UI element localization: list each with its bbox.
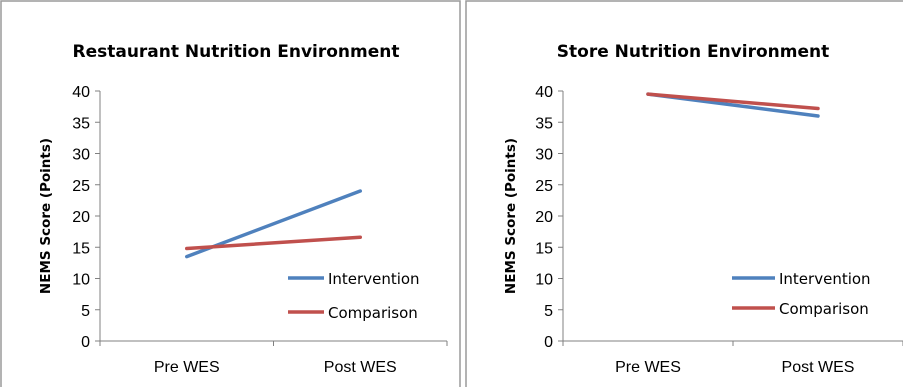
legend-label: Intervention xyxy=(328,270,420,288)
tick-labels: 0 5 10 15 20 25 30 35 40 Pre WES Post WES xyxy=(535,84,854,376)
chart-frame xyxy=(0,0,461,387)
restaurant-chart: Restaurant Nutrition Environment NEMS Sc… xyxy=(0,0,461,387)
series-lines xyxy=(646,92,820,118)
y-tick-label: 40 xyxy=(72,84,90,101)
store-chart: Store Nutrition Environment NEMS Score (… xyxy=(465,0,903,387)
legend-label: Comparison xyxy=(779,300,869,318)
y-tick-label: 10 xyxy=(72,272,90,289)
x-tick-label: Post WES xyxy=(782,359,855,376)
chart-frame xyxy=(465,0,903,387)
tick-labels: 0 5 10 15 20 25 30 35 40 Pre WES Post WES xyxy=(72,84,397,376)
y-tick-label: 5 xyxy=(544,303,553,320)
y-tick-label: 35 xyxy=(535,115,553,132)
y-axis-label: NEMS Score (Points) xyxy=(38,138,54,294)
axes xyxy=(95,90,448,346)
series-line-comparison xyxy=(646,92,820,111)
y-axis-label: NEMS Score (Points) xyxy=(503,138,519,294)
y-tick-label: 15 xyxy=(72,240,90,257)
x-tick-label: Pre WES xyxy=(154,359,220,376)
legend-label: Intervention xyxy=(779,270,871,288)
y-tick-label: 25 xyxy=(535,178,553,195)
x-tick-label: Post WES xyxy=(324,359,397,376)
y-tick-label: 15 xyxy=(535,240,553,257)
y-tick-label: 5 xyxy=(81,303,90,320)
x-tick-label: Pre WES xyxy=(615,359,681,376)
chart-title: Restaurant Nutrition Environment xyxy=(72,42,399,62)
y-tick-label: 10 xyxy=(535,272,553,289)
legend-label: Comparison xyxy=(328,304,418,322)
y-tick-label: 0 xyxy=(81,334,90,351)
y-tick-label: 40 xyxy=(535,84,553,101)
y-tick-label: 20 xyxy=(72,209,90,226)
y-tick-label: 35 xyxy=(72,115,90,132)
series-line-comparison xyxy=(185,235,362,251)
y-tick-label: 30 xyxy=(72,147,90,164)
y-tick-label: 30 xyxy=(535,147,553,164)
chart-title: Store Nutrition Environment xyxy=(557,42,829,62)
legend: Intervention Comparison xyxy=(288,270,420,322)
y-tick-label: 25 xyxy=(72,178,90,195)
series-lines xyxy=(185,189,362,259)
axes xyxy=(558,90,903,346)
legend: Intervention Comparison xyxy=(732,270,871,318)
y-tick-label: 20 xyxy=(535,209,553,226)
y-tick-label: 0 xyxy=(544,334,553,351)
